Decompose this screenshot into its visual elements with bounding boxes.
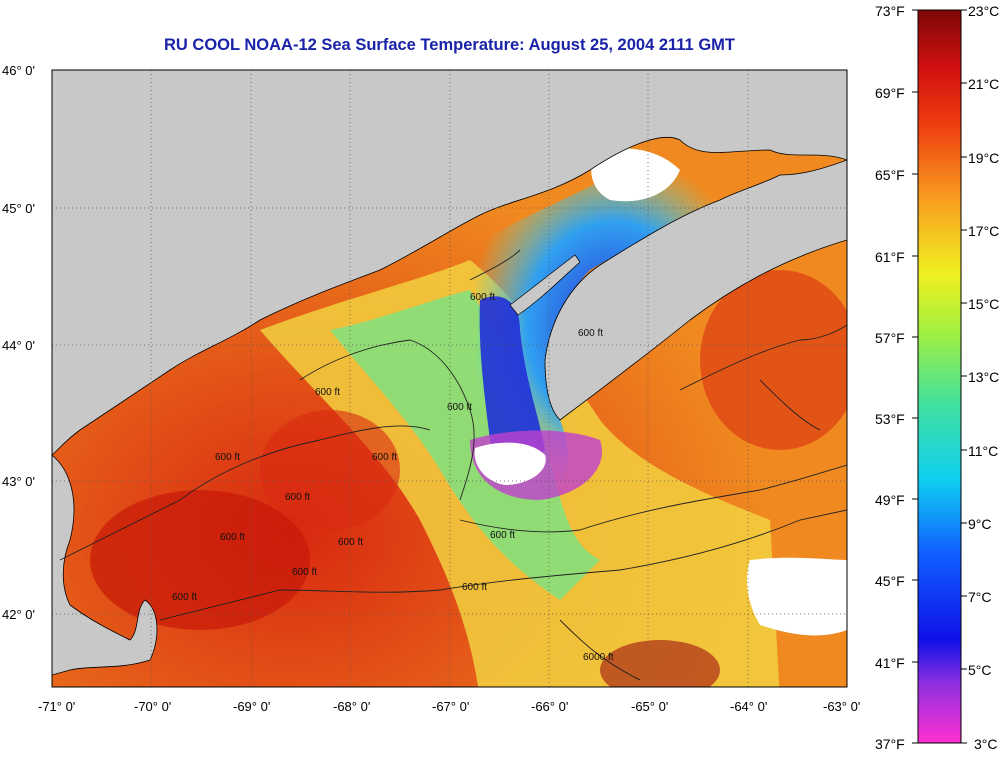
contour-label: 600 ft — [172, 592, 197, 603]
cb-c-label: 13°C — [968, 369, 1000, 385]
cb-c-label: 11°C — [968, 443, 999, 459]
cb-c-label: 15°C — [968, 296, 1000, 312]
lat-tick-label: 45° 0' — [2, 201, 35, 216]
colorbar-ticks — [912, 9, 967, 744]
lat-tick-label: 46° 0' — [2, 63, 35, 78]
contour-label: 600 ft — [315, 387, 340, 398]
latitude-axis: 46° 0' 45° 0' 44° 0' 43° 0' 42° 0' — [2, 63, 35, 622]
land-digby-neck — [509, 254, 581, 316]
cb-c-label: 19°C — [968, 150, 1000, 166]
contour-labels: 600 ft 600 ft 600 ft 600 ft 600 ft 600 f… — [172, 292, 614, 663]
cloud-patch-southeast — [747, 557, 847, 636]
contour-label: 600 ft — [338, 537, 363, 548]
cold-core — [479, 296, 545, 464]
cb-f-label: 65°F — [875, 167, 905, 183]
lon-tick-label: -63° 0' — [823, 699, 860, 714]
cb-c-label: 9°C — [968, 516, 992, 532]
lon-tick-label: -71° 0' — [38, 699, 75, 714]
contour-label: 600 ft — [490, 530, 515, 541]
contour-label: 600 ft — [470, 292, 495, 303]
map-title: RU COOL NOAA-12 Sea Surface Temperature:… — [164, 36, 735, 54]
warm-core-central — [260, 410, 400, 530]
cloud-patch-bay — [591, 148, 680, 202]
contour-label: 600 ft — [372, 452, 397, 463]
lon-tick-label: -65° 0' — [631, 699, 668, 714]
cb-c-label: 3°C — [974, 736, 998, 752]
ocean-cool — [330, 290, 600, 600]
cloud-patch-fundy — [474, 442, 546, 485]
warm-core-west — [90, 490, 310, 630]
cb-f-label: 61°F — [875, 249, 905, 265]
contour-label: 600 ft — [447, 402, 472, 413]
warm-core-east — [700, 270, 847, 450]
bay-of-fundy-cold — [467, 152, 760, 500]
warm-core-south — [600, 640, 720, 687]
contour-label: 600 ft — [215, 452, 240, 463]
lat-tick-label: 44° 0' — [2, 338, 35, 353]
bathymetry-contours — [59, 249, 847, 681]
lat-tick-label: 42° 0' — [2, 607, 35, 622]
cb-f-label: 41°F — [875, 655, 905, 671]
lon-tick-label: -69° 0' — [233, 699, 270, 714]
cb-f-label: 73°F — [875, 3, 905, 19]
lon-tick-label: -66° 0' — [531, 699, 568, 714]
land-massachusetts — [52, 454, 158, 676]
lon-tick-label: -70° 0' — [134, 699, 171, 714]
cb-f-label: 49°F — [875, 492, 905, 508]
longitude-axis: -71° 0' -70° 0' -69° 0' -68° 0' -67° 0' … — [38, 699, 860, 714]
cb-c-label: 7°C — [968, 589, 992, 605]
contour-label: 600 ft — [292, 567, 317, 578]
contour-label: 600 ft — [220, 532, 245, 543]
cb-f-label: 37°F — [875, 736, 905, 752]
contour-label: 600 ft — [578, 328, 603, 339]
cb-f-label: 69°F — [875, 85, 905, 101]
map-frame — [51, 69, 848, 688]
lon-tick-label: -64° 0' — [730, 699, 767, 714]
contour-label: 600 ft — [462, 582, 487, 593]
cb-c-label: 21°C — [968, 76, 1000, 92]
land-nova-scotia — [544, 159, 847, 421]
contour-label: 6000 ft — [583, 652, 614, 663]
lon-tick-label: -68° 0' — [333, 699, 370, 714]
cb-c-label: 17°C — [968, 223, 1000, 239]
cb-f-label: 53°F — [875, 411, 905, 427]
lon-tick-label: -67° 0' — [432, 699, 469, 714]
contour-label: 600 ft — [285, 492, 310, 503]
cb-c-label: 5°C — [968, 662, 992, 678]
cb-f-label: 57°F — [875, 330, 905, 346]
lat-tick-label: 43° 0' — [2, 474, 35, 489]
cb-c-label: 23°C — [968, 3, 1000, 19]
colorbar — [917, 9, 962, 744]
cb-f-label: 45°F — [875, 573, 905, 589]
